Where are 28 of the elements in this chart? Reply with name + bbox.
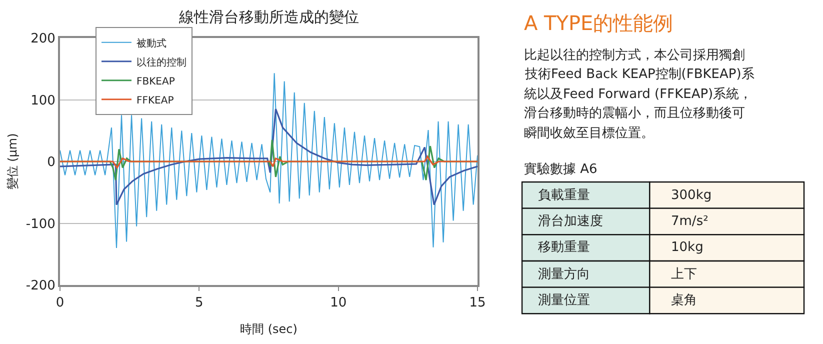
- y-tick-label: -200: [26, 278, 56, 294]
- y-tick-label: 100: [30, 93, 56, 108]
- y-tick-label: -100: [26, 216, 56, 232]
- text: 負載重量: [538, 188, 590, 203]
- text: 實驗數據 A6: [524, 162, 598, 177]
- text: 比起以往的控制方式，本公司採用獨創技術Feed Back KEAP控制(FBKEAP)系統以及Feed Forward (FFKEAP)系統，滑台移動時的震幅小，而且位移動後可瞬間收斂至目標位置。: [524, 47, 754, 141]
- y-axis-title: 變位 (μm): [6, 133, 20, 190]
- x-axis-title: 時間 (sec): [240, 322, 298, 336]
- text: 7m/s²: [671, 214, 708, 229]
- legend-label: 以往的控制: [136, 56, 186, 68]
- text: 測量方向: [538, 266, 590, 282]
- y-tick-label: 200: [30, 32, 56, 47]
- x-tick-label: 15: [469, 296, 486, 311]
- x-tick-label: 10: [330, 296, 347, 311]
- text: 測量位置: [538, 293, 590, 308]
- text: 滑台加速度: [538, 213, 603, 229]
- text: A TYPE的性能例: [524, 11, 674, 35]
- text: 移動重量: [538, 240, 590, 255]
- chart-title: 線性滑台移動所造成的變位: [178, 8, 359, 26]
- legend-label: 被動式: [136, 37, 166, 50]
- text: 上下: [671, 267, 697, 282]
- legend-label: FFKEAP: [136, 95, 174, 106]
- x-tick-label: 5: [195, 296, 204, 311]
- text: 300kg: [671, 188, 712, 203]
- text: 桌角: [671, 293, 697, 308]
- legend-label: FBKEAP: [136, 76, 175, 88]
- text: 10kg: [671, 240, 704, 255]
- y-tick-label: 0: [47, 155, 56, 170]
